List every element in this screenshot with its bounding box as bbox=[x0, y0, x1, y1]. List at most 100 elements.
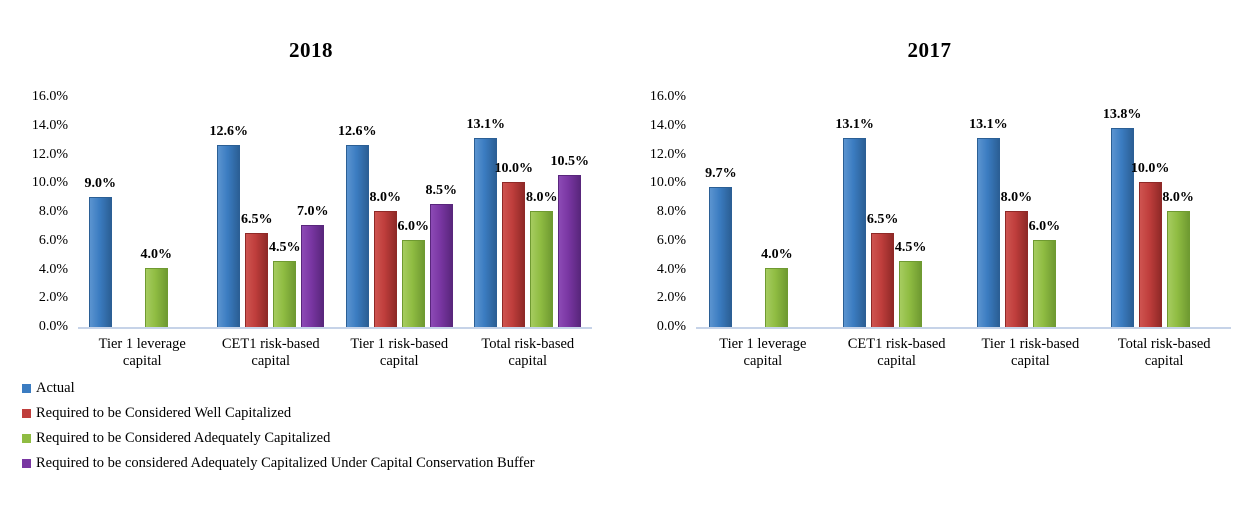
plot-area-2018: 9.0% 4.0% 12.6% 6.5% 4.5% 7.0% 12.6% 8.0% 6.0% 8.… bbox=[78, 97, 592, 329]
bar-value-label: 6.0% bbox=[1028, 219, 1061, 234]
bar-value-label: 10.0% bbox=[494, 161, 534, 176]
bar-green bbox=[401, 240, 425, 327]
bar-value-label: 6.5% bbox=[241, 212, 273, 227]
legend-swatch-icon bbox=[22, 434, 31, 443]
bar-value-label: 12.6% bbox=[209, 124, 249, 139]
bar-slot: 6.5% bbox=[867, 97, 898, 327]
empty-bar-slot bbox=[927, 97, 950, 327]
bar-slot: 12.6% bbox=[338, 97, 377, 327]
bar-slot: 9.7% bbox=[705, 97, 737, 327]
bar-slot: 12.6% bbox=[210, 97, 248, 327]
bar-value-label: 8.0% bbox=[1162, 190, 1194, 205]
bar-slot: 4.5% bbox=[895, 97, 926, 327]
bar-value-label: 10.0% bbox=[1130, 161, 1170, 176]
chart-panel-2017: 2017 16.0% 14.0% 12.0% 10.0% 8.0% 6.0% 4.0% 2.0… bbox=[626, 0, 1233, 507]
bar-slot bbox=[737, 97, 760, 327]
bar-purple bbox=[429, 204, 453, 327]
chart-title-2017: 2017 bbox=[907, 38, 952, 62]
y-axis-tick-label: 14.0% bbox=[649, 117, 686, 133]
bar-group: 12.6% 8.0% 6.0% 8.5% bbox=[335, 97, 464, 327]
bar-slot: 4.0% bbox=[141, 97, 172, 327]
legend-item: Required to be Considered Well Capitaliz… bbox=[22, 401, 535, 426]
bar-slot: 8.0% bbox=[1001, 97, 1032, 327]
bar-group: 9.7% 4.0% bbox=[696, 97, 830, 327]
bar-blue bbox=[976, 138, 1000, 327]
bar-value-label: 4.5% bbox=[894, 240, 927, 255]
bar-slot: 10.0% bbox=[1131, 97, 1169, 327]
empty-bar-slot bbox=[793, 97, 816, 327]
bar-blue bbox=[709, 187, 733, 327]
bar-value-label: 4.5% bbox=[269, 240, 301, 255]
legend-item: Required to be considered Adequately Cap… bbox=[22, 451, 535, 476]
bar-group: 13.1% 10.0% 8.0% 10.5% bbox=[464, 97, 593, 327]
bar-blue bbox=[345, 145, 369, 327]
x-axis-category-label: Tier 1 leverage capital bbox=[98, 336, 186, 369]
bar-blue bbox=[1110, 128, 1134, 327]
bar-red bbox=[1138, 182, 1162, 327]
y-axis-tick-label: 8.0% bbox=[38, 204, 68, 219]
bar-green bbox=[530, 211, 554, 327]
empty-bar-slot bbox=[1061, 97, 1084, 327]
bar-green bbox=[144, 268, 168, 327]
bar-value-label: 13.1% bbox=[969, 117, 1008, 132]
bar-slot: 9.0% bbox=[85, 97, 116, 327]
bar-value-label: 8.5% bbox=[425, 183, 458, 198]
y-axis-tick-label: 0.0% bbox=[38, 319, 68, 334]
legend: Actual Required to be Considered Well Cap… bbox=[22, 376, 535, 476]
bar-slot: 8.0% bbox=[1162, 97, 1194, 327]
bar-value-label: 12.6% bbox=[338, 124, 377, 139]
legend-item: Actual bbox=[22, 376, 535, 401]
bar-slot: 8.0% bbox=[526, 97, 558, 327]
bar-group: 13.8% 10.0% 8.0% bbox=[1097, 97, 1231, 327]
bar-red bbox=[1004, 211, 1028, 327]
y-axis-tick-label: 16.0% bbox=[649, 89, 686, 104]
bar-blue bbox=[843, 138, 867, 327]
bar-green bbox=[273, 261, 297, 327]
x-axis-category-label: CET1 risk-based capital bbox=[847, 336, 946, 369]
bar-slot: 8.0% bbox=[370, 97, 401, 327]
y-axis-tick-label: 14.0% bbox=[31, 117, 68, 133]
bar-purple bbox=[301, 225, 325, 327]
bar-slot bbox=[117, 97, 140, 327]
x-axis-category-label: CET1 risk-based capital bbox=[221, 336, 320, 369]
bar-slot: 8.5% bbox=[426, 97, 457, 327]
x-axis-category-label: Tier 1 risk-based capital bbox=[981, 336, 1080, 369]
bar-green bbox=[899, 261, 923, 327]
bar-slot: 13.1% bbox=[969, 97, 1008, 327]
bar-green bbox=[765, 268, 789, 327]
bar-value-label: 9.0% bbox=[84, 176, 117, 191]
x-axis-2018: Tier 1 leverage capital CET1 risk-based c… bbox=[78, 336, 592, 370]
bar-red bbox=[502, 182, 526, 327]
y-axis-tick-label: 0.0% bbox=[656, 319, 686, 334]
y-axis-2018: 16.0% 14.0% 12.0% 10.0% 8.0% 6.0% 4.0% 2.0% 0.0% bbox=[8, 89, 70, 334]
bar-slot bbox=[173, 97, 196, 327]
bar-green bbox=[1032, 240, 1056, 327]
bar-value-label: 8.0% bbox=[1000, 190, 1033, 205]
chart-title-2018: 2018 bbox=[289, 38, 333, 62]
bar-group: 13.1% 8.0% 6.0% bbox=[964, 97, 1098, 327]
bar-blue bbox=[88, 197, 112, 327]
bar-slot: 13.1% bbox=[835, 97, 874, 327]
y-axis-tick-label: 10.0% bbox=[31, 175, 68, 191]
y-axis-tick-label: 6.0% bbox=[38, 232, 68, 248]
bar-value-label: 6.0% bbox=[397, 219, 430, 234]
y-axis-tick-label: 10.0% bbox=[649, 175, 686, 191]
bar-value-label: 8.0% bbox=[369, 190, 402, 205]
y-axis-tick-label: 8.0% bbox=[656, 204, 686, 219]
bar-slot: 13.8% bbox=[1103, 97, 1141, 327]
bar-slot: 4.0% bbox=[761, 97, 793, 327]
bar-slot: 10.5% bbox=[551, 97, 589, 327]
legend-item-label: Actual bbox=[36, 380, 75, 396]
bar-blue bbox=[217, 145, 241, 327]
legend-swatch-icon bbox=[22, 409, 31, 418]
bar-slot: 10.0% bbox=[495, 97, 533, 327]
bar-slot: 4.5% bbox=[269, 97, 301, 327]
y-axis-tick-label: 16.0% bbox=[31, 89, 68, 104]
legend-swatch-icon bbox=[22, 384, 31, 393]
bar-blue bbox=[474, 138, 498, 327]
legend-item: Required to be Considered Adequately Cap… bbox=[22, 426, 535, 451]
bar-red bbox=[871, 233, 895, 327]
bar-value-label: 8.0% bbox=[526, 190, 558, 205]
x-axis-category-label: Tier 1 risk-based capital bbox=[350, 336, 449, 369]
bar-value-label: 7.0% bbox=[297, 204, 329, 219]
